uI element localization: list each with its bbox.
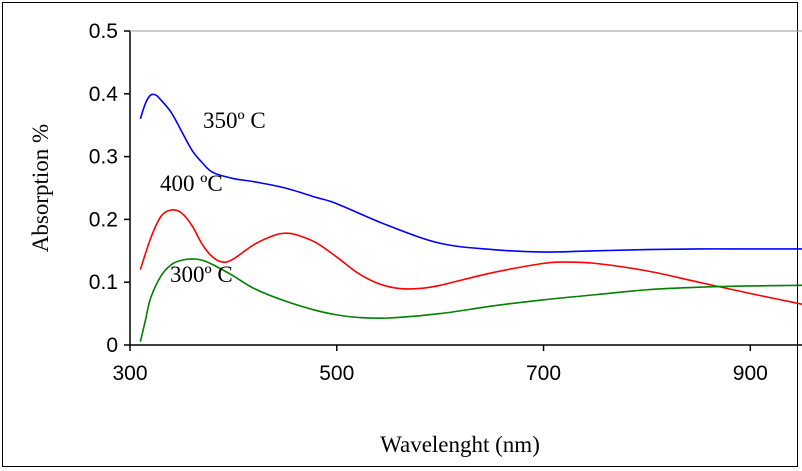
series-lines [139,93,802,343]
x-tick-label: 300 [112,362,147,385]
series-label-400: 400 ºC [160,171,223,196]
x-tick-label: 900 [733,362,768,385]
y-tick-label: 0.1 [89,271,118,294]
x-tick-label: 700 [526,362,561,385]
x-tick-label: 500 [319,362,354,385]
series-line-400 [139,209,802,305]
plot-area [129,30,802,346]
axis-ticks: 0 0.1 0.2 0.3 0.4 0.5 300 500 700 900 [89,20,768,385]
series-line-300 [139,258,802,343]
x-axis-title: Wavelenght (nm) [380,432,540,457]
y-axis-title: Absorption % [28,124,53,252]
y-tick-label: 0.4 [89,83,119,106]
y-tick-label: 0 [106,334,118,357]
series-line-350 [139,93,802,253]
y-tick-label: 0.2 [89,208,118,231]
y-tick-label: 0.3 [89,146,118,169]
y-tick-label: 0.5 [89,20,118,43]
chart-frame [2,2,798,467]
series-label-300: 300º C [170,262,233,287]
series-label-350: 350º C [203,108,266,133]
